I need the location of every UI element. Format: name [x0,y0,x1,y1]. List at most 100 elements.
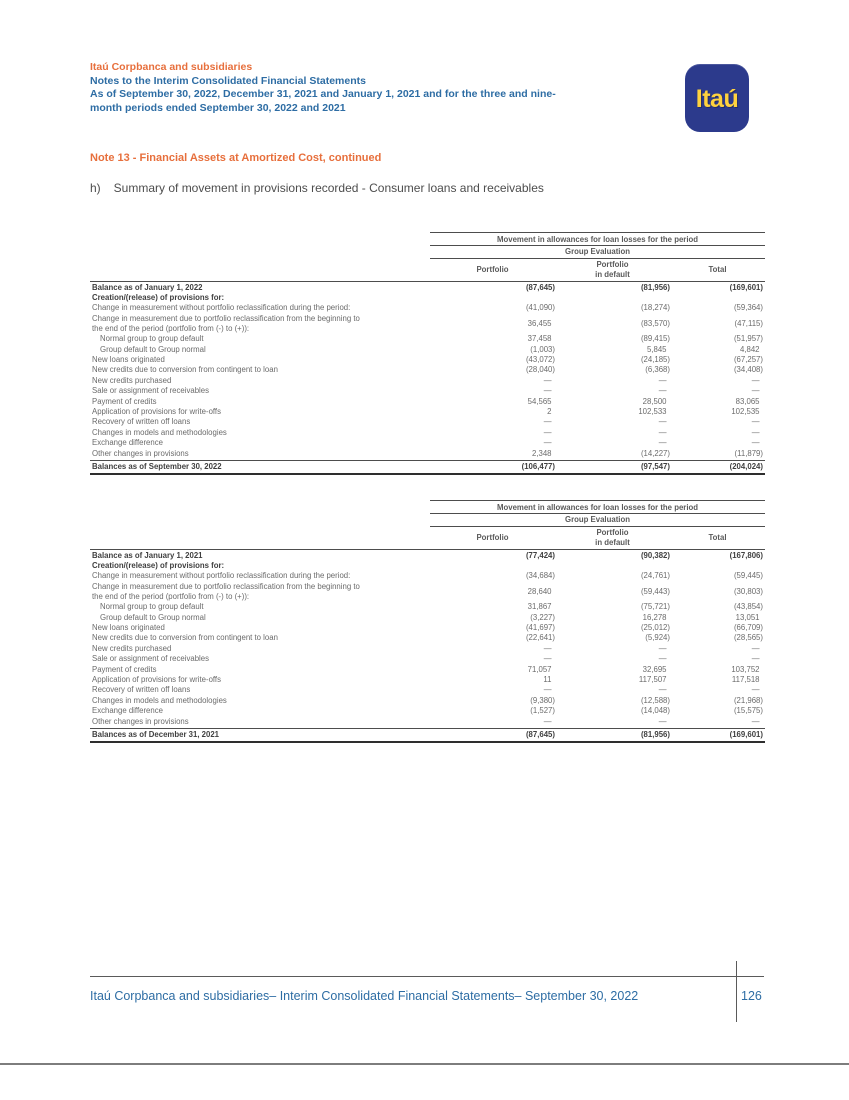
row-label: Changes in models and methodologies [92,427,227,437]
row-label: New loans originated [92,355,165,365]
cell-value: (66,709) [733,623,763,633]
cell-value: (169,601) [729,282,763,292]
row-label: Change in measurement without portfolio … [92,303,351,313]
cell-value: (5,924) [645,633,670,643]
cell-value: — [543,685,552,695]
cell-value: 37,458 [527,334,552,344]
cell-value: 117,507 [638,675,667,685]
row-label: Exchange difference [92,706,163,716]
row-label: Changes in models and methodologies [92,695,227,705]
row-label: New loans originated [92,623,165,633]
table-row: Balance as of January 1, 2021 (77,424) (90… [90,551,765,561]
table-row: Sale or assignment of receivables — — — [90,654,765,664]
cell-value: (3,227) [530,612,555,622]
table-row: Application of provisions for write-offs… [90,675,765,685]
document-subtitle: As of September 30, 2022, December 31, 2… [90,88,556,114]
table-total-row: Balances as of December 31, 2021 (87,645)… [90,727,765,744]
cell-value: — [543,438,552,448]
row-label: New credits purchased [92,643,172,653]
table-row: Recovery of written off loans — — — [90,417,765,427]
cell-value: 102,533 [638,407,667,417]
cell-value: — [543,427,552,437]
table-row: Change in measurement due to portfolio r… [90,582,765,603]
cell-value: (1,003) [530,344,555,354]
cell-value: 117,518 [731,675,760,685]
table-header: Movement in allowances for loan losses f… [430,232,765,281]
table-row: New loans originated (43,072) (24,185) (67,… [90,355,765,365]
table-row: Change in measurement without portfolio … [90,303,765,313]
row-label: Sale or assignment of receivables [92,654,210,664]
row-label: Change in measurement without portfolio … [92,571,351,581]
table-row: New loans originated (41,697) (25,012) (66,… [90,623,765,633]
cell-value: (24,185) [640,355,670,365]
cell-value: — [658,375,667,385]
table-row: Group default to Group normal (1,003) 5,84… [90,345,765,355]
row-label: New credits purchased [92,375,172,385]
row-label: Recovery of written off loans [92,685,191,695]
column-header-portfolio-in-default: Portfolio in default [595,528,630,547]
cell-value: (41,697) [525,623,555,633]
cell-value: 11 [543,675,552,685]
row-label: Change in measurement due to portfolio r… [92,313,360,333]
cell-value: (43,072) [525,355,555,365]
cell-value: — [658,716,667,726]
cell-value: 16,278 [642,612,667,622]
company-name: Itaú Corpbanca and subsidiaries [90,61,253,73]
cell-value: — [543,643,552,653]
document-header: Itaú Corpbanca and subsidiaries Notes to… [90,61,675,115]
itau-logo-text: Itaú [695,85,739,113]
table-body: Balance as of January 1, 2022 (87,645) (81… [90,280,765,476]
table-row: New credits due to conversion from conti… [90,365,765,375]
table-row: Payment of credits 71,057 32,695 103,752 [90,665,765,675]
cell-value: — [658,438,667,448]
cell-value: 102,535 [731,407,760,417]
table-row: Change in measurement without portfolio … [90,571,765,581]
footer-divider [90,976,764,977]
cell-value: — [658,386,667,396]
cell-value: (18,274) [640,303,670,313]
cell-value: 13,051 [735,612,760,622]
section-letter: h) [90,181,101,195]
table-row: Exchange difference (1,527) (14,048) (15,57… [90,706,765,716]
column-header-portfolio-in-default: Portfolio in default [595,260,630,279]
cell-value: 31,867 [527,602,552,612]
row-label: Payment of credits [92,396,157,406]
cell-value: (14,048) [640,706,670,716]
cell-value: (1,527) [530,706,555,716]
row-label: Sale or assignment of receivables [92,386,210,396]
column-header-portfolio: Portfolio [476,264,509,274]
cell-value: 103,752 [731,664,760,674]
cell-value: — [751,438,760,448]
table-row: Balance as of January 1, 2022 (87,645) (81… [90,283,765,293]
table-row: Changes in models and methodologies (9,38… [90,696,765,706]
cell-value: (21,968) [733,695,763,705]
row-label: Recovery of written off loans [92,417,191,427]
cell-value: (81,956) [640,729,670,739]
cell-value: (87,645) [525,282,555,292]
table-row: Group default to Group normal (3,227) 16,2… [90,613,765,623]
row-label: Group default to Group normal [100,344,206,354]
cell-value: (75,721) [640,602,670,612]
cell-value: (106,477) [521,461,555,471]
table-row: Exchange difference — — — [90,438,765,448]
table-row: Sale or assignment of receivables — — — [90,386,765,396]
cell-value: (34,684) [525,571,555,581]
cell-value: (77,424) [525,550,555,560]
row-label: Application of provisions for write-offs [92,675,221,685]
note-title: Note 13 - Financial Assets at Amortized … [90,152,382,164]
page-bottom-border [0,1063,849,1065]
row-label: Other changes in provisions [92,716,189,726]
cell-value: 28,640 [527,586,552,596]
cell-value: 36,455 [527,318,552,328]
footer-text: Itaú Corpbanca and subsidiaries– Interim… [90,989,639,1003]
cell-value: — [751,375,760,385]
cell-value: (28,040) [525,365,555,375]
table-row: Recovery of written off loans — — — [90,685,765,695]
cell-value: (59,443) [640,586,670,596]
provisions-table-2022: Movement in allowances for loan losses f… [90,232,765,476]
table-row: New credits purchased — — — [90,644,765,654]
cell-value: — [658,427,667,437]
cell-value: — [658,643,667,653]
cell-value: (97,547) [640,461,670,471]
row-label: Exchange difference [92,438,163,448]
